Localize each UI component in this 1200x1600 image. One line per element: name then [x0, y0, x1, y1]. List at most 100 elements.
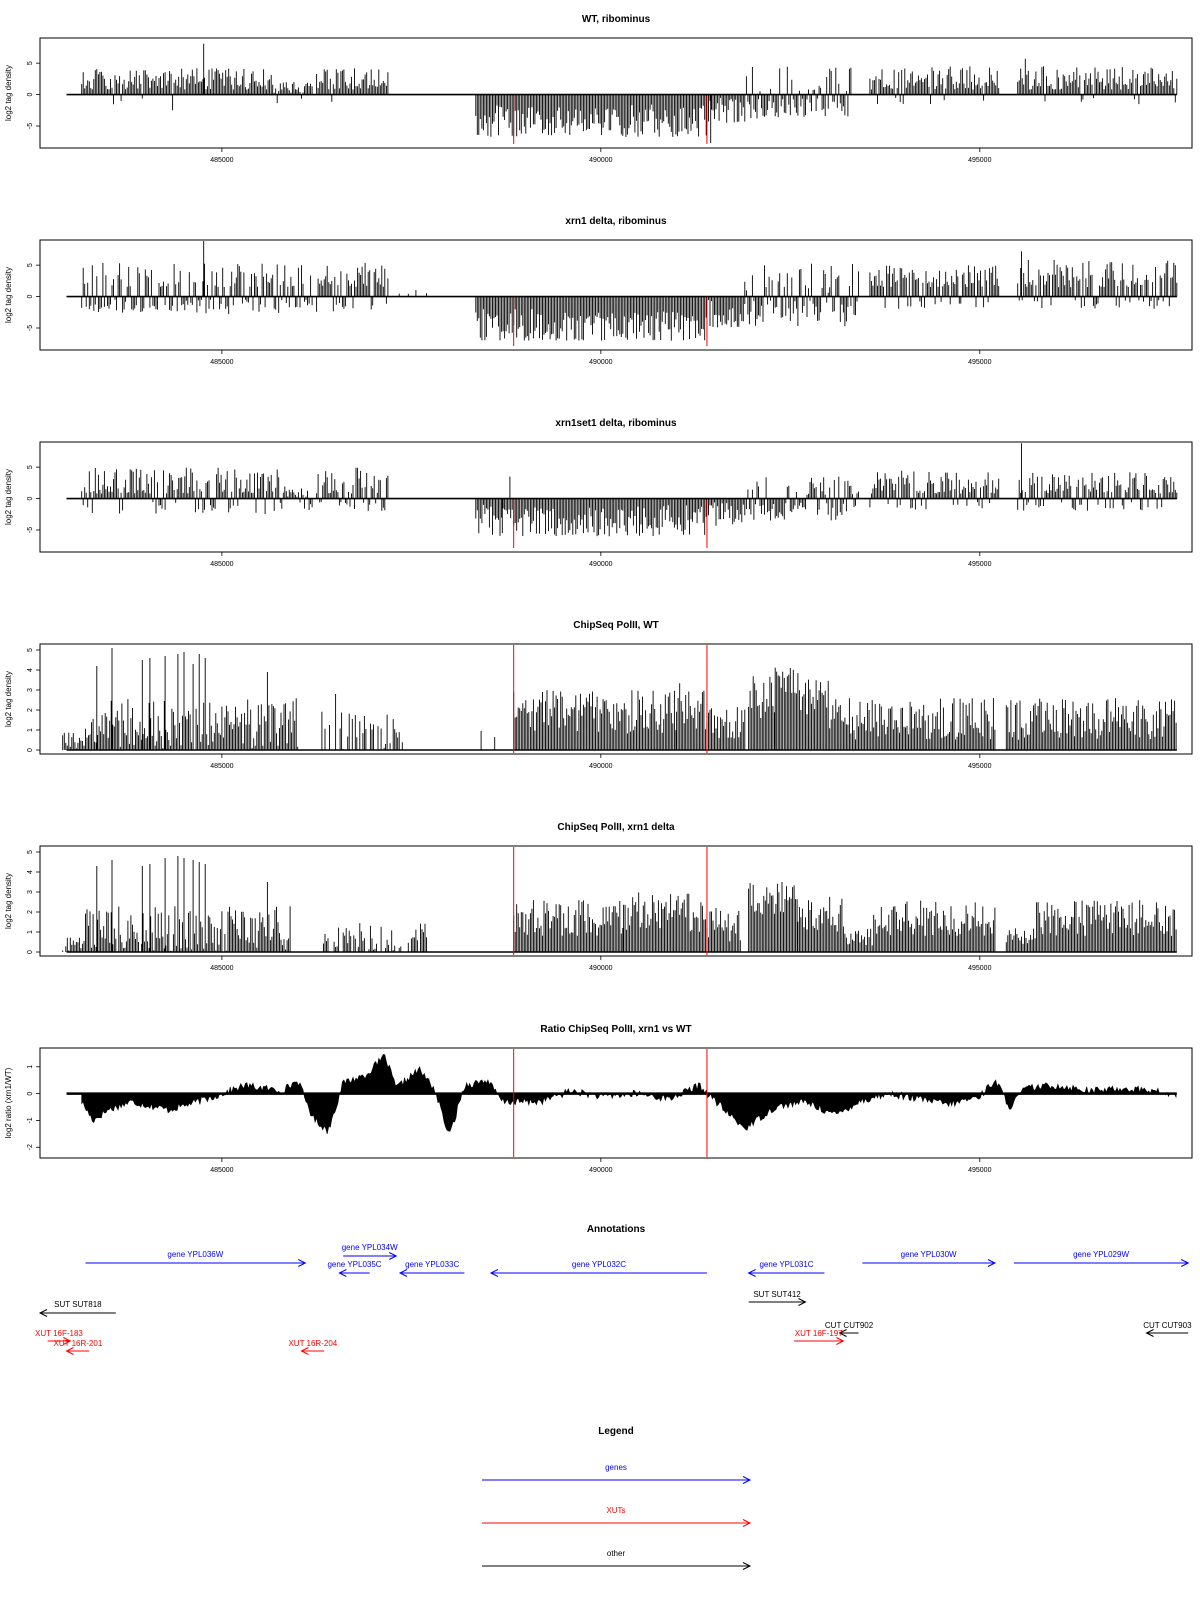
- legend-label: other: [607, 1549, 626, 1558]
- panel-title: ChipSeq PolII, xrn1 delta: [557, 822, 675, 833]
- signal-bars: [81, 443, 1178, 537]
- y-tick-label: 5: [27, 850, 34, 854]
- annotations-title: Annotations: [587, 1224, 646, 1235]
- annotation-gene: gene YPL033C: [398, 1260, 465, 1277]
- annotation-other: SUT SUT818: [38, 1300, 116, 1317]
- y-tick-label: 4: [27, 668, 34, 672]
- legend-entry-other: other: [482, 1549, 752, 1570]
- data-layer: [62, 847, 1177, 955]
- y-axis-label: log2 tag density: [4, 65, 13, 121]
- annotation-arrow-head: [489, 1269, 499, 1277]
- x-tick-label: 485000: [210, 561, 233, 568]
- x-tick-label: 485000: [210, 359, 233, 366]
- track-panel-2: xrn1 delta, ribominus log2 tag density -5 0…: [4, 216, 1193, 366]
- y-axis-label: log2 tag density: [4, 873, 13, 929]
- annotation-label: XUT 16R-201: [54, 1339, 103, 1348]
- x-tick-label: 495000: [968, 1167, 991, 1174]
- y-tick-label: 1: [27, 1065, 34, 1069]
- plot-frame: [39, 441, 1193, 553]
- y-axis-label: log2 tag density: [4, 469, 13, 525]
- y-tick-label: -2: [27, 1144, 34, 1150]
- x-tick-label: 490000: [589, 359, 612, 366]
- signal-bars: [62, 856, 1177, 952]
- annotation-arrow-head: [63, 1337, 72, 1345]
- y-tick-label: 0: [27, 748, 34, 752]
- y-tick-label: 2: [27, 708, 34, 712]
- annotation-label: XUT 16F-183: [35, 1329, 83, 1338]
- x-tick-label: 495000: [968, 157, 991, 164]
- annotation-label: gene YPL031C: [759, 1260, 813, 1269]
- x-tick-label: 490000: [589, 561, 612, 568]
- y-tick-label: 0: [27, 497, 34, 501]
- x-tick-label: 485000: [210, 157, 233, 164]
- annotation-gene: gene YPL034W: [342, 1243, 398, 1260]
- x-tick-label: 490000: [589, 763, 612, 770]
- x-tick-label: 490000: [589, 1167, 612, 1174]
- track-panel-4: ChipSeq PolII, WT log2 tag density 0 1 2 3 4 5 4…: [4, 620, 1193, 770]
- legend-title: Legend: [598, 1426, 634, 1437]
- annotation-gene: gene YPL036W: [85, 1250, 307, 1267]
- track-panel-3: xrn1set1 delta, ribominus log2 tag densit…: [4, 418, 1193, 568]
- data-layer: [66, 241, 1178, 346]
- annotation-label: gene YPL035C: [327, 1260, 381, 1269]
- y-tick-label: 5: [27, 648, 34, 652]
- data-layer: [66, 443, 1178, 548]
- x-tick-label: 495000: [968, 965, 991, 972]
- y-tick-label: 0: [27, 950, 34, 954]
- y-tick-label: 0: [27, 1092, 34, 1096]
- x-tick-label: 485000: [210, 965, 233, 972]
- track-panel-6: Ratio ChipSeq PolII, xrn1 vs WT log2 rati…: [4, 1024, 1193, 1174]
- y-tick-label: -5: [27, 325, 34, 331]
- annotation-arrow-head: [798, 1298, 807, 1306]
- x-tick-label: 485000: [210, 763, 233, 770]
- plot-frame: [39, 1047, 1193, 1159]
- annotation-label: gene YPL036W: [167, 1250, 223, 1259]
- y-tick-label: 3: [27, 890, 34, 894]
- annotation-xut: XUT 16F-183: [35, 1329, 83, 1345]
- x-tick-label: 485000: [210, 1167, 233, 1174]
- panel-title: xrn1set1 delta, ribominus: [555, 418, 677, 429]
- panel-title: Ratio ChipSeq PolII, xrn1 vs WT: [540, 1024, 691, 1035]
- legend-arrow-head: [742, 1562, 752, 1570]
- x-tick-label: 495000: [968, 359, 991, 366]
- legend-arrow-head: [742, 1476, 752, 1484]
- y-tick-label: 5: [27, 61, 34, 65]
- panel-title: xrn1 delta, ribominus: [565, 216, 667, 227]
- annotation-label: XUT 16R-204: [288, 1339, 337, 1348]
- annotation-gene: gene YPL029W: [1013, 1250, 1190, 1267]
- annotation-arrow-head: [338, 1269, 347, 1277]
- y-axis-label: log2 tag density: [4, 671, 13, 727]
- annotation-other: CUT CUT902: [825, 1321, 874, 1337]
- y-axis-label: log2 tag density: [4, 267, 13, 323]
- annotation-arrow-head: [38, 1309, 48, 1317]
- annotation-xut: XUT 16F-197: [794, 1329, 845, 1345]
- plot-frame: [39, 239, 1193, 351]
- y-tick-label: 4: [27, 870, 34, 874]
- annotation-arrow-head: [747, 1269, 756, 1277]
- legend-panel: Legend genes XUTs other: [482, 1426, 752, 1570]
- annotation-gene: gene YPL035C: [327, 1260, 382, 1277]
- data-layer: [66, 1049, 1177, 1157]
- annotation-label: gene YPL034W: [342, 1243, 398, 1252]
- data-layer: [66, 43, 1178, 144]
- annotation-arrow-head: [300, 1347, 309, 1355]
- signal-bars: [81, 241, 1178, 341]
- y-tick-label: 0: [27, 295, 34, 299]
- legend-label: genes: [605, 1463, 627, 1472]
- annotation-label: SUT SUT818: [54, 1300, 102, 1309]
- annotation-other: SUT SUT412: [748, 1290, 807, 1306]
- panel-title: ChipSeq PolII, WT: [573, 620, 659, 631]
- annotation-label: CUT CUT903: [1143, 1321, 1192, 1330]
- y-axis-label: log2 ratio (xrn1/WT): [4, 1067, 13, 1138]
- y-tick-label: -5: [27, 527, 34, 533]
- panel-title: WT, ribominus: [582, 14, 651, 25]
- y-tick-label: 1: [27, 930, 34, 934]
- annotation-arrow-head: [298, 1259, 307, 1267]
- x-tick-label: 495000: [968, 561, 991, 568]
- y-tick-label: 0: [27, 93, 34, 97]
- track-panel-1: WT, ribominus log2 tag density -5 0 5 485000 4…: [4, 14, 1193, 164]
- annotation-arrow-head: [1180, 1259, 1190, 1267]
- legend-entry-gene: genes: [482, 1463, 752, 1484]
